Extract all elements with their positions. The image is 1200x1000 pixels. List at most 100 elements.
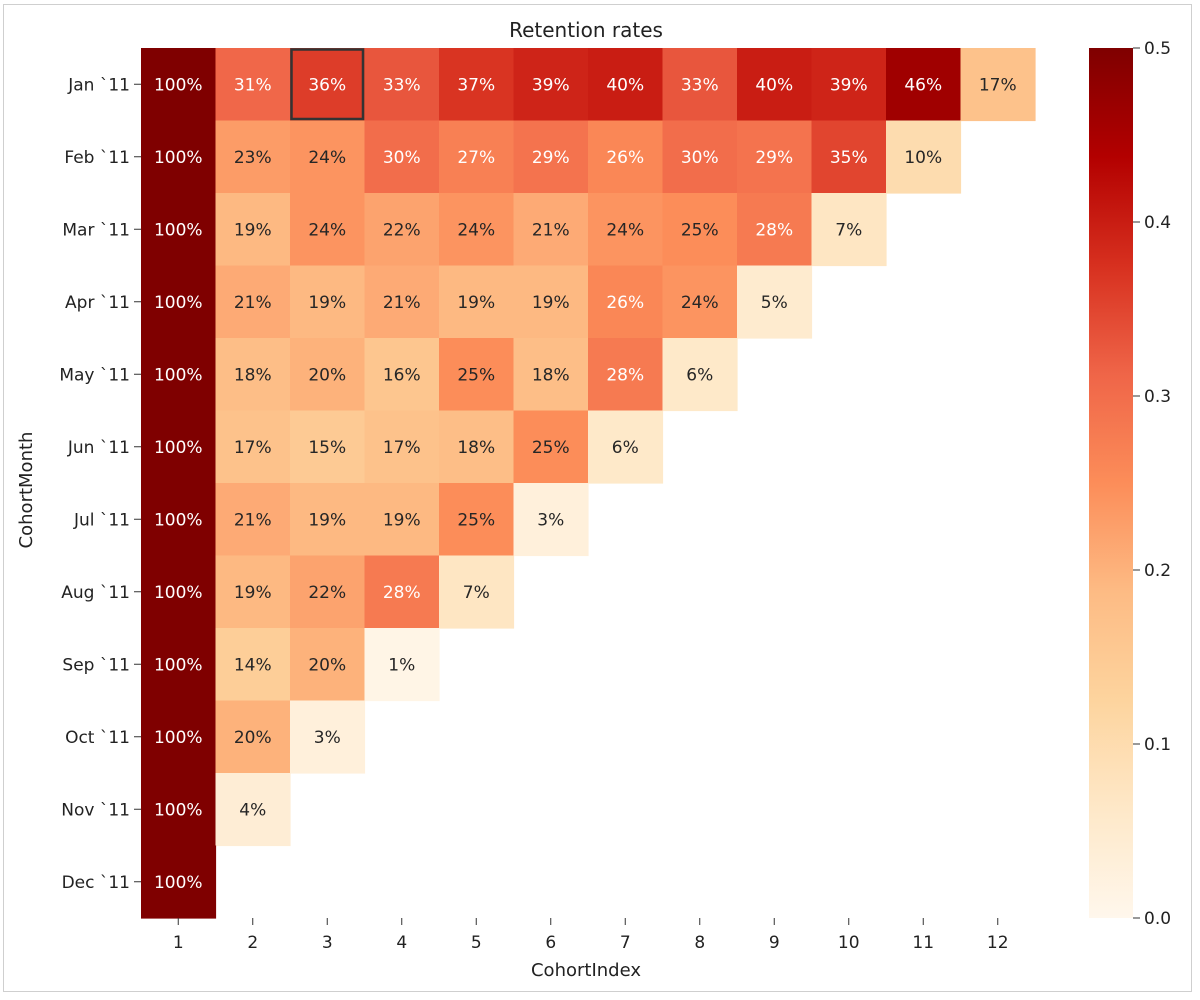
cell-label: 35% bbox=[830, 148, 868, 168]
heatmap-cell bbox=[290, 48, 366, 122]
heatmap-cell bbox=[588, 410, 664, 484]
heatmap-cell bbox=[513, 265, 589, 339]
heatmap-cell bbox=[811, 193, 887, 267]
cell-label: 40% bbox=[755, 75, 793, 95]
heatmap-cell bbox=[215, 483, 291, 557]
cell-label: 24% bbox=[308, 220, 346, 240]
y-tick-label: May `11 bbox=[59, 365, 130, 385]
heatmap-cell bbox=[588, 338, 664, 412]
heatmap-cell bbox=[513, 48, 589, 122]
heatmap-cell bbox=[141, 120, 217, 194]
colorbar-ticks: 0.0 0.1 0.2 0.3 0.4 0.5 bbox=[1133, 39, 1171, 929]
heatmap-cell bbox=[364, 120, 440, 194]
heatmap-cell bbox=[215, 193, 291, 267]
cell-label: 22% bbox=[383, 220, 421, 240]
cell-label: 25% bbox=[532, 438, 570, 458]
y-tick-label: Jan `11 bbox=[67, 75, 130, 95]
cell-label: 37% bbox=[457, 75, 495, 95]
heatmap-cell bbox=[960, 48, 1036, 122]
cell-label: 29% bbox=[755, 148, 793, 168]
cell-label: 18% bbox=[532, 365, 570, 385]
cell-label: 30% bbox=[383, 148, 421, 168]
heatmap-cell bbox=[364, 483, 440, 557]
heatmap-cell bbox=[215, 410, 291, 484]
heatmap-cell bbox=[439, 193, 515, 267]
x-tick-label: 4 bbox=[396, 933, 407, 953]
heatmap-cell bbox=[141, 845, 217, 919]
cell-label: 28% bbox=[606, 365, 644, 385]
heatmap-cell bbox=[439, 48, 515, 122]
heatmap-cell bbox=[141, 628, 217, 702]
cell-label: 19% bbox=[383, 510, 421, 530]
cell-label: 26% bbox=[606, 293, 644, 313]
cell-label: 19% bbox=[308, 293, 346, 313]
heatmap-cell bbox=[588, 120, 664, 194]
x-tick-label: 11 bbox=[912, 933, 934, 953]
heatmap-cell bbox=[290, 265, 366, 339]
heatmap-cell bbox=[290, 700, 366, 774]
cell-label: 15% bbox=[308, 438, 346, 458]
colorbar-tick-label: 0.3 bbox=[1144, 387, 1171, 407]
cell-label: 3% bbox=[314, 728, 341, 748]
cell-label: 19% bbox=[308, 510, 346, 530]
x-axis-ticks: 1 2 3 4 5 6 7 8 9 10 11 12 bbox=[173, 918, 1009, 953]
cell-label: 10% bbox=[904, 148, 942, 168]
cell-label: 40% bbox=[606, 75, 644, 95]
colorbar bbox=[1089, 48, 1133, 918]
cell-label: 21% bbox=[383, 293, 421, 313]
heatmap-cell bbox=[439, 120, 515, 194]
cell-label: 27% bbox=[457, 148, 495, 168]
cell-label: 100% bbox=[154, 728, 203, 748]
heatmap-cell bbox=[513, 483, 589, 557]
heatmap-cell bbox=[811, 120, 887, 194]
heatmap-cell bbox=[439, 483, 515, 557]
heatmap-cell bbox=[364, 410, 440, 484]
colorbar-tick-label: 0.5 bbox=[1144, 39, 1171, 59]
x-tick-label: 1 bbox=[173, 933, 184, 953]
heatmap-cell bbox=[141, 265, 217, 339]
cell-label: 19% bbox=[234, 220, 272, 240]
heatmap-cell bbox=[141, 555, 217, 629]
cell-label: 100% bbox=[154, 438, 203, 458]
y-tick-label: Nov `11 bbox=[61, 800, 130, 820]
x-tick-label: 2 bbox=[247, 933, 258, 953]
heatmap-cell bbox=[141, 193, 217, 267]
heatmap-cell bbox=[215, 265, 291, 339]
heatmap-cell bbox=[141, 410, 217, 484]
cell-label: 33% bbox=[681, 75, 719, 95]
figure-frame: Retention rates 100% 31% 36% 33% 37% 39% 40% 33… bbox=[3, 4, 1192, 992]
cell-label: 18% bbox=[457, 438, 495, 458]
cell-label: 28% bbox=[755, 220, 793, 240]
colorbar-tick-label: 0.0 bbox=[1144, 909, 1171, 929]
cell-label: 20% bbox=[308, 365, 346, 385]
heatmap-cell bbox=[513, 338, 589, 412]
heatmap-cell bbox=[215, 773, 291, 847]
colorbar-tick-label: 0.1 bbox=[1144, 735, 1171, 755]
heatmap-cell bbox=[364, 628, 440, 702]
heatmap-cell bbox=[290, 555, 366, 629]
chart-title: Retention rates bbox=[509, 18, 663, 42]
heatmap-cell bbox=[215, 120, 291, 194]
cell-label: 39% bbox=[830, 75, 868, 95]
heatmap-cell bbox=[439, 338, 515, 412]
cell-label: 17% bbox=[979, 75, 1017, 95]
heatmap-cell bbox=[588, 193, 664, 267]
heatmap-cell bbox=[290, 193, 366, 267]
heatmap-cell bbox=[439, 410, 515, 484]
y-tick-label: Jun `11 bbox=[67, 438, 130, 458]
heatmap-cell bbox=[141, 700, 217, 774]
cell-label: 31% bbox=[234, 75, 272, 95]
heatmap-cell bbox=[364, 193, 440, 267]
heatmap-cell bbox=[364, 48, 440, 122]
cell-label: 19% bbox=[532, 293, 570, 313]
heatmap-cell bbox=[513, 410, 589, 484]
cell-label: 20% bbox=[308, 655, 346, 675]
cell-label: 26% bbox=[606, 148, 644, 168]
cell-label: 29% bbox=[532, 148, 570, 168]
cell-label: 20% bbox=[234, 728, 272, 748]
cell-label: 100% bbox=[154, 583, 203, 603]
cell-label: 19% bbox=[234, 583, 272, 603]
heatmap-cell bbox=[513, 193, 589, 267]
cell-label: 21% bbox=[234, 510, 272, 530]
cell-label: 7% bbox=[463, 583, 490, 603]
